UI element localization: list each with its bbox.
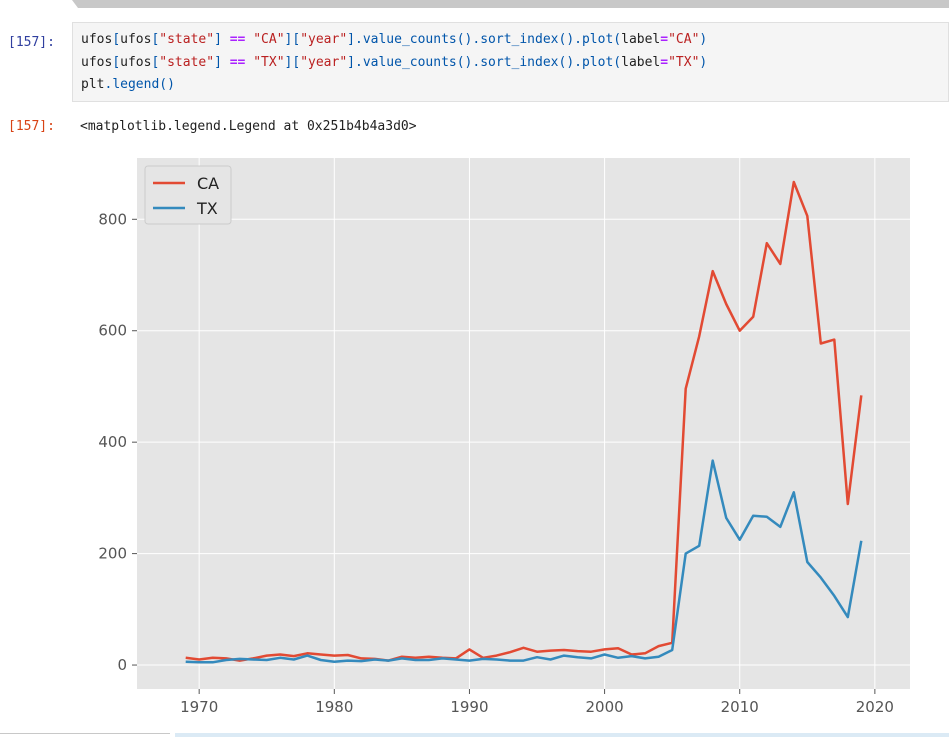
code-token: ( <box>613 32 622 47</box>
code-token: () <box>159 77 175 92</box>
code-token: value_counts <box>362 54 457 70</box>
code-token: ][ <box>284 32 301 47</box>
code-token: "TX" <box>668 54 700 70</box>
code-token: "year" <box>300 32 348 47</box>
y-tick-label: 800 <box>98 210 127 228</box>
horizontal-scroll-track[interactable] <box>175 733 949 737</box>
code-token: (). <box>558 54 582 70</box>
x-tick-label: 1970 <box>180 698 218 716</box>
scrollbar-thumb[interactable] <box>78 0 949 8</box>
code-token: plt <box>81 77 105 92</box>
code-token: = <box>660 32 669 47</box>
code-token <box>222 32 230 47</box>
x-tick-label: 2020 <box>856 698 894 716</box>
code-token: value_counts <box>362 32 457 47</box>
code-line: plt.legend() <box>81 74 707 97</box>
code-token: legend <box>112 77 160 92</box>
code-token: label <box>621 54 661 70</box>
code-token: . <box>104 77 113 92</box>
code-token: ] <box>214 32 222 47</box>
top-scrollbar[interactable] <box>72 0 949 8</box>
code-token: (). <box>558 32 582 47</box>
x-tick-label: 2000 <box>585 698 623 716</box>
x-tick-label: 1990 <box>450 698 488 716</box>
code-token: label <box>621 32 661 47</box>
code-token: "state" <box>159 54 215 70</box>
code-token: "TX" <box>253 54 285 70</box>
code-token: ]. <box>347 54 363 70</box>
code-token: "state" <box>159 32 215 47</box>
code-cell-input[interactable]: ufos[ufos["state"] == "CA"]["year"].valu… <box>72 22 949 102</box>
code-token <box>222 55 230 70</box>
legend-box <box>144 165 232 225</box>
y-tick-label: 600 <box>98 322 127 340</box>
code-token: plot <box>581 32 614 47</box>
code-token: "year" <box>300 54 348 70</box>
code-token: ufos <box>81 32 113 47</box>
code-token: "CA" <box>253 32 285 47</box>
code-token: ][ <box>284 54 301 70</box>
code-token: [ <box>112 32 121 47</box>
series-line-ca <box>185 180 863 662</box>
code-token: [ <box>112 54 121 70</box>
code-token: [ <box>151 32 160 47</box>
output-prompt: [157]: <box>8 119 55 134</box>
plot-background <box>137 158 910 689</box>
legend-label-ca: CA <box>197 174 219 193</box>
x-tick-label: 1980 <box>315 698 353 716</box>
y-tick-label: 0 <box>117 656 127 674</box>
output-text: <matplotlib.legend.Legend at 0x251b4b4a3… <box>80 119 417 134</box>
scroll-left-arrow-icon[interactable] <box>72 0 78 8</box>
legend-label-tx: TX <box>196 199 218 218</box>
code-token: (). <box>456 54 481 70</box>
code-token: ) <box>699 32 708 47</box>
line-chart: 1970 1980 1990 2000 2010 2020 0 200 400 600 800 CA T… <box>98 158 910 716</box>
y-tick-label: 400 <box>98 433 127 451</box>
code-token: ufos <box>120 54 152 70</box>
code-token: (). <box>456 32 481 47</box>
code-token: ) <box>699 54 708 70</box>
code-token: ( <box>613 54 622 70</box>
code-editor[interactable]: ufos[ufos["state"] == "CA"]["year"].valu… <box>81 29 707 97</box>
code-token: "CA" <box>668 32 700 47</box>
code-token: sort_index <box>480 32 559 47</box>
code-token: = <box>660 54 669 70</box>
code-token: ufos <box>120 32 152 47</box>
code-token: plot <box>581 54 614 70</box>
input-prompt: [157]: <box>8 35 55 50</box>
code-token: sort_index <box>480 54 559 70</box>
code-token: == <box>229 32 246 47</box>
y-tick-label: 200 <box>98 545 127 563</box>
series-line-tx <box>185 459 863 664</box>
code-line: ufos[ufos["state"] == "CA"]["year"].valu… <box>81 29 707 52</box>
code-token: ufos <box>81 54 113 70</box>
code-token: [ <box>151 54 160 70</box>
code-token: ] <box>214 54 222 70</box>
x-tick-label: 2010 <box>721 698 759 716</box>
code-line: ufos[ufos["state"] == "TX"]["year"].valu… <box>81 52 707 75</box>
bottom-scrollbar[interactable] <box>0 733 949 737</box>
code-token: == <box>229 54 246 70</box>
code-token: ]. <box>347 32 363 47</box>
